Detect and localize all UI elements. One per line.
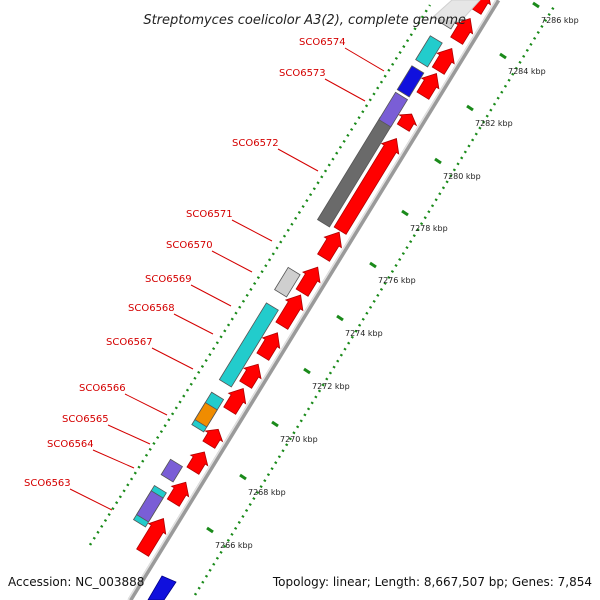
forward-gene-arrow[interactable] (186, 451, 209, 475)
ruler-tick: 7278 kbp (401, 209, 448, 233)
gene-label[interactable]: SCO6564 (47, 439, 135, 469)
gene-leader-line (107, 424, 151, 445)
gene-label[interactable]: SCO6571 (186, 209, 273, 242)
forward-gene-arrow[interactable] (317, 231, 342, 262)
gene-leader-line (173, 313, 214, 335)
gene-label[interactable]: SCO6574 (299, 37, 385, 72)
reverse-gene-bar[interactable] (160, 458, 184, 483)
forward-gene-arrow[interactable] (223, 387, 247, 415)
reverse-gene-bar[interactable] (274, 266, 301, 298)
forward-gene-arrow[interactable] (295, 266, 321, 297)
reverse-gene-bar[interactable] (378, 91, 409, 128)
forward-gene-arrow[interactable] (275, 294, 304, 330)
ruler-tick: 7276 kbp (369, 261, 416, 285)
reverse-strand-track (88, 4, 432, 546)
genome-backbone (127, 0, 501, 600)
gene-label-text: SCO6571 (186, 209, 233, 220)
faded-feature (430, 0, 481, 23)
gene-leader-line (124, 393, 168, 416)
ruler-tick-label: 7270 kbp (280, 435, 318, 444)
gene-label-text: SCO6564 (47, 439, 94, 450)
ruler-tick-label: 7276 kbp (378, 276, 416, 285)
ruler-tick: 7272 kbp (303, 367, 350, 391)
gene-leader-line (92, 449, 135, 469)
ruler-tick: 7268 kbp (239, 473, 286, 497)
reverse-gene-bar[interactable] (415, 35, 443, 68)
reverse-gene-bar[interactable] (194, 402, 218, 428)
forward-gene-arrow[interactable] (256, 332, 281, 361)
forward-gene-arrow[interactable] (396, 113, 418, 132)
gene-label[interactable]: SCO6570 (166, 240, 253, 273)
gene-leader-line (324, 78, 366, 102)
reverse-gene-bar[interactable] (218, 302, 279, 388)
gene-leader-line (69, 488, 113, 511)
forward-gene-arrow[interactable] (239, 363, 262, 389)
ruler-tick-label: 7280 kbp (443, 172, 481, 181)
gene-label-text: SCO6565 (62, 414, 109, 425)
forward-gene-arrow[interactable] (333, 138, 400, 235)
ruler-track (193, 4, 557, 596)
gene-label-text: SCO6568 (128, 303, 175, 314)
ruler-tick-label: 7286 kbp (541, 16, 579, 25)
forward-gene-arrow[interactable] (166, 481, 190, 507)
ruler-ticks: 7266 kbp 7268 kbp 7270 kbp 7272 kbp 7274 kbp… (206, 1, 579, 550)
gene-label-layer: SCO6563 SCO6564 SCO6565 SCO6566 SCO6567 SCO65… (24, 37, 385, 511)
gene-label-text: SCO6566 (79, 383, 126, 394)
gene-leader-line (344, 47, 385, 72)
ruler-tick: 7266 kbp (206, 526, 253, 550)
forward-gene-arrow[interactable] (431, 47, 455, 75)
ruler-tick: 7280 kbp (434, 157, 481, 181)
gene-label[interactable]: SCO6568 (128, 303, 214, 335)
forward-gene-arrow[interactable] (202, 428, 224, 449)
ruler-tick-label: 7284 kbp (508, 67, 546, 76)
gene-label[interactable]: SCO6563 (24, 478, 113, 511)
gene-leader-line (277, 148, 319, 172)
ruler-tick-label: 7282 kbp (475, 119, 513, 128)
gene-label[interactable]: SCO6572 (232, 138, 319, 172)
ruler-tick: 7274 kbp (336, 314, 383, 338)
forward-gene-arrow[interactable] (416, 72, 440, 100)
ruler-tick: 7286 kbp (532, 1, 579, 25)
reverse-strand-genes (132, 2, 463, 600)
gene-label[interactable]: SCO6569 (145, 274, 232, 307)
ruler-tick: 7282 kbp (466, 104, 513, 128)
reverse-gene-bar[interactable] (147, 575, 177, 600)
gene-label[interactable]: SCO6567 (106, 337, 194, 370)
gene-label[interactable]: SCO6565 (62, 414, 151, 445)
forward-gene-arrow[interactable] (450, 17, 474, 45)
gene-label-text: SCO6567 (106, 337, 153, 348)
gene-label[interactable]: SCO6566 (79, 383, 168, 416)
gene-leader-line (231, 219, 273, 242)
gene-label-text: SCO6574 (299, 37, 346, 48)
gene-label-text: SCO6570 (166, 240, 213, 251)
gene-leader-line (190, 284, 232, 307)
summary-text: Topology: linear; Length: 8,667,507 bp; … (272, 575, 592, 589)
forward-gene-arrow[interactable] (136, 518, 167, 557)
map-title: Streptomyces coelicolor A3(2), complete … (143, 13, 466, 28)
ruler-tick-label: 7278 kbp (410, 224, 448, 233)
gene-label-text: SCO6572 (232, 138, 279, 149)
ruler-tick-label: 7266 kbp (215, 541, 253, 550)
reverse-gene-bar[interactable] (136, 490, 164, 523)
gene-label-text: SCO6563 (24, 478, 71, 489)
gene-label-text: SCO6573 (279, 68, 326, 79)
ruler-tick: 7284 kbp (499, 52, 546, 76)
ruler-tick-label: 7268 kbp (248, 488, 286, 497)
forward-strand-genes (136, 0, 492, 557)
gene-label-text: SCO6569 (145, 274, 192, 285)
gene-leader-line (211, 250, 253, 273)
ruler-tick: 7270 kbp (271, 420, 318, 444)
ruler-tick-label: 7272 kbp (312, 382, 350, 391)
accession-text: Accession: NC_003888 (8, 575, 144, 589)
reverse-gene-bar[interactable] (396, 65, 425, 98)
gene-leader-line (151, 347, 194, 370)
gene-label[interactable]: SCO6573 (279, 68, 366, 102)
ruler-tick-label: 7274 kbp (345, 329, 383, 338)
